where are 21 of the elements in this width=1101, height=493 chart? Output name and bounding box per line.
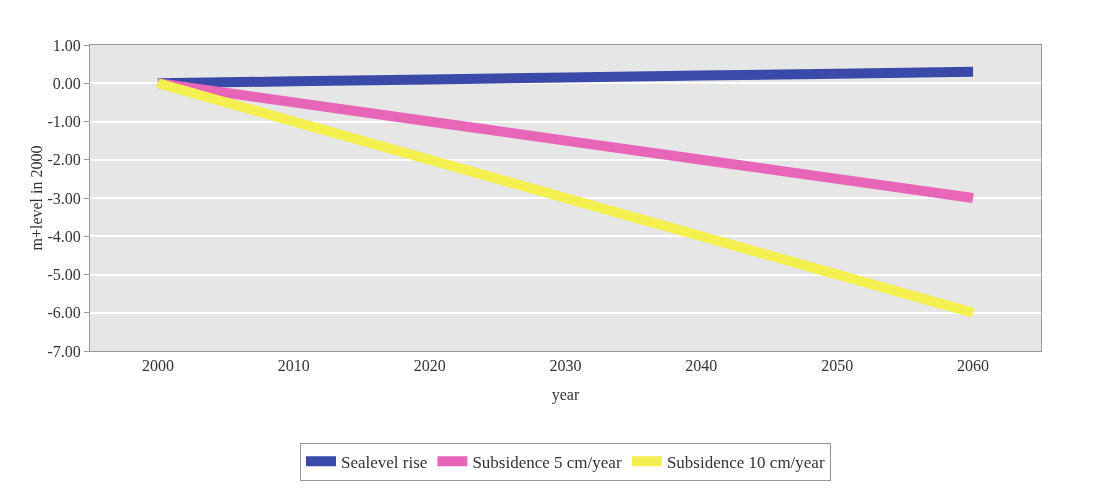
y-tick-label: -4.00 — [47, 227, 81, 245]
x-tick-label: 2000 — [141, 357, 174, 375]
x-tick-label: 2040 — [685, 357, 718, 375]
x-tick-label: 2050 — [821, 357, 854, 375]
y-tick-label: -5.00 — [47, 266, 81, 284]
x-tick-label: 2020 — [413, 357, 446, 375]
y-tick-label: -6.00 — [47, 304, 81, 322]
y-tick-label: -3.00 — [47, 189, 81, 207]
x-tick-label: 2030 — [549, 357, 582, 375]
y-axis-title: m+level in 2000 — [28, 145, 46, 251]
legend-label: Subsidence 10 cm/year — [666, 452, 825, 472]
y-tick-label: -1.00 — [47, 113, 81, 131]
y-tick-label: -7.00 — [47, 342, 81, 360]
legend-label: Subsidence 5 cm/year — [472, 452, 622, 472]
x-tick-label: 2060 — [957, 357, 990, 375]
x-tick-label: 2010 — [277, 357, 310, 375]
x-axis-title: year — [551, 385, 580, 404]
y-tick-label: 0.00 — [52, 74, 81, 92]
legend-label: Sealevel rise — [341, 452, 428, 472]
y-tick-label: 1.00 — [52, 36, 81, 54]
y-tick-label: -2.00 — [47, 151, 81, 169]
